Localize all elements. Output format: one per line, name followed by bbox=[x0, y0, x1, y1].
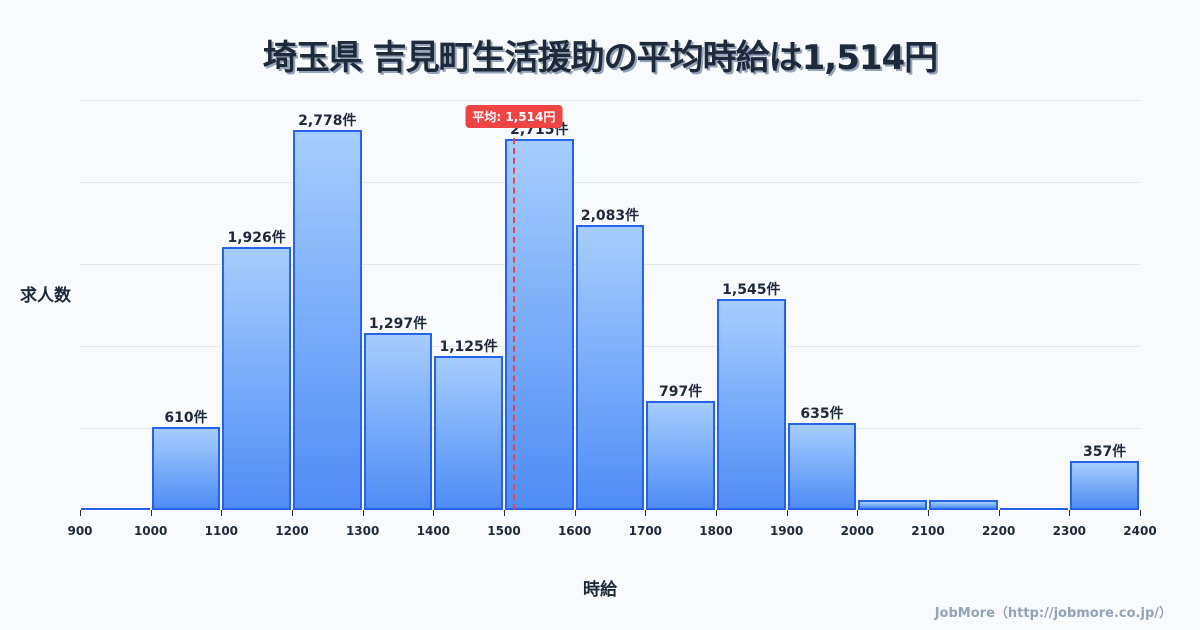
chart-title: 埼玉県 吉見町生活援助の平均時給は1,514円 bbox=[262, 38, 938, 78]
bar-value-label: 1,125件 bbox=[439, 339, 498, 356]
x-tick-label: 1700 bbox=[628, 524, 663, 538]
x-tick bbox=[716, 510, 717, 516]
histogram-bar bbox=[222, 246, 291, 510]
histogram-bar bbox=[434, 356, 503, 510]
x-tick bbox=[857, 510, 859, 516]
bar-value-label: 635件 bbox=[800, 406, 844, 423]
x-tick-label: 1200 bbox=[275, 524, 309, 538]
histogram-bar bbox=[999, 508, 1069, 510]
x-tick-label: 900 bbox=[67, 524, 93, 538]
x-tick bbox=[928, 510, 929, 516]
x-tick-label: 1000 bbox=[133, 524, 168, 538]
histogram-bar bbox=[929, 500, 998, 510]
x-tick bbox=[433, 510, 435, 516]
histogram-bar bbox=[505, 138, 574, 510]
gridline bbox=[80, 182, 1140, 183]
x-tick bbox=[504, 510, 505, 516]
x-tick-label: 1100 bbox=[204, 524, 239, 538]
credit-text: JobMore（http://jobmore.co.jp/） bbox=[934, 606, 1172, 621]
bar-value-label: 1,545件 bbox=[722, 281, 781, 298]
x-tick-label: 1300 bbox=[345, 524, 380, 538]
bar-value-label: 1,926件 bbox=[227, 229, 286, 246]
mean-line bbox=[512, 138, 515, 510]
x-tick-label: 2000 bbox=[840, 524, 875, 538]
x-tick-label: 1500 bbox=[487, 524, 521, 538]
histogram-bar bbox=[787, 423, 857, 510]
histogram-bar bbox=[1070, 461, 1139, 510]
x-tick bbox=[998, 510, 1000, 516]
x-tick-label: 1600 bbox=[557, 524, 592, 538]
x-tick-label: 1400 bbox=[416, 524, 451, 538]
x-tick bbox=[645, 510, 647, 516]
histogram-bar bbox=[646, 401, 715, 510]
bar-value-label: 610件 bbox=[164, 409, 208, 426]
x-tick bbox=[1069, 510, 1071, 516]
histogram-bar bbox=[858, 500, 927, 510]
x-tick-label: 1800 bbox=[699, 524, 733, 538]
gridline bbox=[80, 100, 1140, 101]
x-tick bbox=[786, 510, 788, 516]
x-tick bbox=[150, 510, 152, 516]
histogram-bar bbox=[575, 225, 645, 510]
plot-area: 610件 1,926件 2,778件 1,297件 1,125件 2,715件 2,083件… bbox=[80, 100, 1140, 510]
x-tick-label: 2100 bbox=[911, 524, 945, 538]
bar-value-label: 797件 bbox=[659, 384, 703, 401]
bar-value-label: 2,778件 bbox=[298, 113, 357, 130]
y-axis-label: 求人数 bbox=[20, 286, 71, 306]
x-tick bbox=[80, 510, 81, 516]
x-tick bbox=[574, 510, 576, 516]
bar-value-label: 1,297件 bbox=[368, 315, 428, 332]
histogram-bar bbox=[151, 426, 221, 510]
x-tick bbox=[1140, 510, 1141, 516]
histogram-bar bbox=[717, 298, 786, 510]
histogram-bar bbox=[363, 332, 433, 510]
x-tick bbox=[292, 510, 293, 516]
x-tick bbox=[362, 510, 364, 516]
x-tick bbox=[221, 510, 223, 516]
x-tick-label: 2300 bbox=[1052, 524, 1087, 538]
bar-value-label: 2,083件 bbox=[580, 208, 640, 225]
x-tick-label: 1900 bbox=[769, 524, 804, 538]
x-tick-label: 2400 bbox=[1123, 524, 1157, 538]
bar-value-label: 357件 bbox=[1083, 444, 1127, 461]
x-tick-label: 2200 bbox=[981, 524, 1016, 538]
histogram-bar bbox=[81, 508, 150, 510]
mean-badge: 平均: 1,514円 bbox=[465, 105, 563, 128]
histogram-bar bbox=[293, 130, 362, 510]
x-axis-label: 時給 bbox=[583, 580, 617, 600]
